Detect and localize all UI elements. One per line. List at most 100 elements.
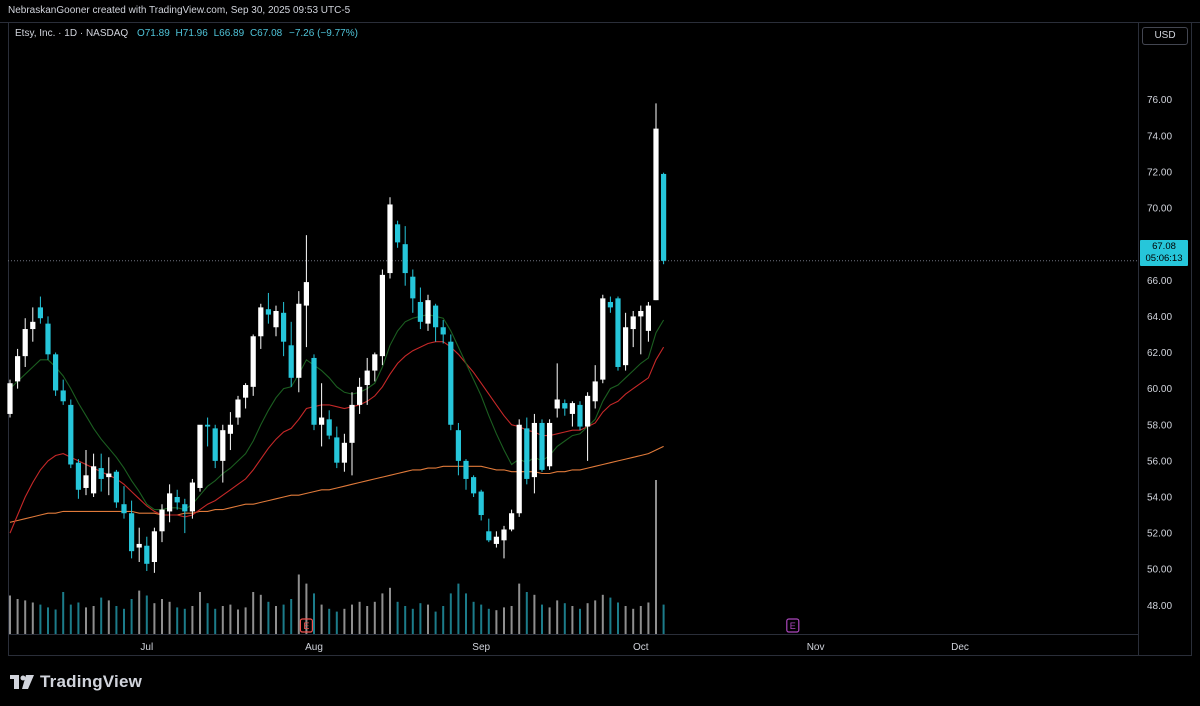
volume-bar	[31, 602, 34, 634]
time-tick-label: Jul	[140, 642, 153, 653]
volume-bar	[381, 593, 384, 634]
price-tick-label: 62.00	[1147, 348, 1172, 359]
currency-button[interactable]: USD	[1142, 27, 1188, 45]
candle-body	[531, 422, 537, 478]
volume-bar	[472, 601, 475, 634]
candle-body	[516, 424, 522, 514]
candle-body	[638, 310, 644, 317]
volume-bar	[244, 607, 247, 634]
volume-bar	[434, 611, 437, 634]
volume-bar	[130, 599, 133, 634]
last-price-label: 67.08 05:06:13	[1140, 240, 1188, 266]
candle-body	[615, 298, 621, 367]
volume-bar	[313, 593, 315, 634]
candle-body	[15, 356, 21, 382]
volume-bar	[161, 599, 163, 634]
price-tick-label: 56.00	[1147, 456, 1172, 467]
candle-body	[296, 303, 302, 378]
candle-body	[121, 504, 127, 514]
time-tick-label: Aug	[305, 642, 323, 653]
volume-bar	[62, 592, 65, 634]
volume-bar	[153, 603, 156, 634]
volume-bar	[556, 600, 559, 634]
volume-bar	[487, 608, 490, 634]
candle-body	[220, 430, 226, 461]
candle-body	[379, 274, 385, 357]
candle-body	[364, 370, 370, 386]
time-tick-label: Dec	[951, 642, 969, 653]
volume-bar	[69, 604, 72, 634]
volume-bar	[252, 592, 255, 634]
candle-body	[136, 543, 142, 548]
volume-bar	[419, 603, 422, 634]
candle-body	[478, 491, 484, 516]
volume-bar	[647, 602, 650, 634]
candle-body	[607, 301, 613, 308]
candle-body	[106, 473, 112, 478]
price-tick-label: 66.00	[1147, 276, 1172, 287]
price-tick-label: 60.00	[1147, 384, 1172, 395]
candle-body	[60, 390, 66, 402]
price-tick-label: 72.00	[1147, 167, 1172, 178]
volume-bar	[229, 604, 232, 634]
volume-bar	[259, 594, 262, 634]
volume-bar	[39, 604, 42, 634]
candle-body	[235, 399, 241, 418]
price-scale-divider	[1138, 22, 1139, 656]
volume-bar	[655, 480, 657, 634]
volume-bar	[525, 592, 528, 634]
legend-high: H71.96	[175, 28, 208, 39]
volume-bar	[601, 594, 604, 634]
bar-countdown: 05:06:13	[1145, 253, 1183, 264]
volume-bar	[305, 583, 308, 634]
candle-body	[144, 545, 150, 564]
price-tick-label: 76.00	[1147, 95, 1172, 106]
candle-body	[182, 504, 188, 512]
volume-bar	[662, 604, 665, 634]
earnings-marker-label: E	[303, 621, 309, 631]
volume-bar	[176, 607, 179, 634]
volume-bar	[290, 599, 293, 634]
candle-body	[334, 437, 340, 463]
volume-bar	[480, 604, 483, 634]
volume-bar	[389, 587, 391, 634]
volume-bar	[427, 604, 429, 634]
volume-bar	[77, 602, 80, 634]
volume-bar	[328, 608, 331, 634]
earnings-marker-box	[299, 618, 313, 633]
candle-body	[645, 305, 651, 331]
volume-bar	[624, 606, 627, 634]
tradingview-logo-text: TradingView	[40, 672, 143, 691]
tradingview-logo[interactable]: TradingView	[10, 672, 142, 692]
volume-bar	[199, 592, 201, 634]
volume-bar	[183, 608, 186, 634]
candles	[7, 103, 667, 573]
candle-body	[227, 424, 233, 434]
candle-body	[129, 513, 135, 552]
candle-body	[592, 381, 598, 402]
price-axis: 76.0074.0072.0070.0068.0066.0064.0062.00…	[1147, 95, 1172, 612]
volume-bar	[320, 604, 323, 634]
price-tick-label: 50.00	[1147, 565, 1172, 576]
candle-body	[281, 312, 287, 342]
price-tick-label: 52.00	[1147, 529, 1172, 540]
volume-bar	[617, 602, 619, 634]
volume-bar	[107, 600, 110, 634]
legend-low: L66.89	[213, 28, 245, 39]
candle-body	[98, 468, 104, 479]
candle-body	[319, 417, 325, 425]
time-scale-divider	[8, 634, 1138, 635]
volume-bar	[503, 607, 505, 634]
volume-bar	[100, 597, 103, 634]
time-tick-label: Nov	[807, 642, 825, 653]
candle-body	[37, 307, 43, 319]
legend-change: −7.26 (−9.77%)	[288, 28, 358, 39]
candle-body	[630, 316, 636, 330]
volume-bar	[275, 606, 277, 634]
volume-bar	[54, 609, 57, 634]
volume-bar	[16, 599, 19, 634]
volume-bar	[351, 604, 353, 634]
candle-body	[91, 466, 97, 494]
candle-body	[349, 404, 355, 443]
